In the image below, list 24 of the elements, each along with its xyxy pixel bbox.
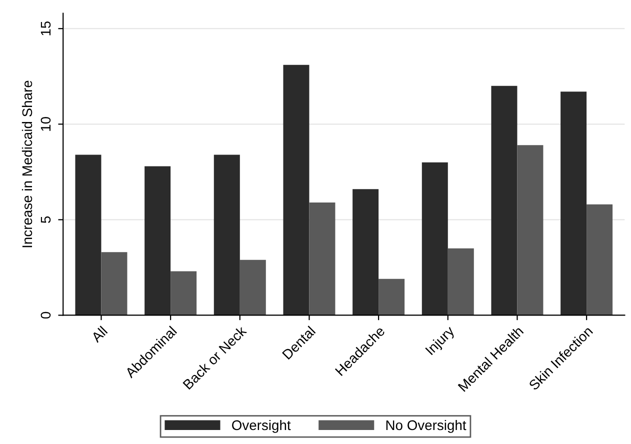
y-axis-title: Increase in Medicaid Share [22,80,32,248]
bar [283,64,310,316]
legend-label: Oversight [232,420,291,433]
bar [75,154,102,316]
bar [517,145,544,316]
bar [309,202,336,316]
y-tick-label: 0 [40,312,51,319]
x-tick-label: All [90,326,108,343]
bar [448,248,474,316]
bar [378,278,405,316]
bar [170,271,197,316]
bar [214,154,240,316]
y-tick-label: 15 [40,21,51,36]
bar [101,252,128,316]
bar [144,166,171,316]
y-tick-label: 10 [40,116,51,131]
bar [586,204,613,316]
legend-label: No Oversight [386,420,466,433]
bar [491,86,518,316]
y-tick-label: 5 [40,216,51,223]
bar [240,260,266,316]
bar [560,92,587,316]
bar [352,189,379,316]
bar [422,162,448,316]
